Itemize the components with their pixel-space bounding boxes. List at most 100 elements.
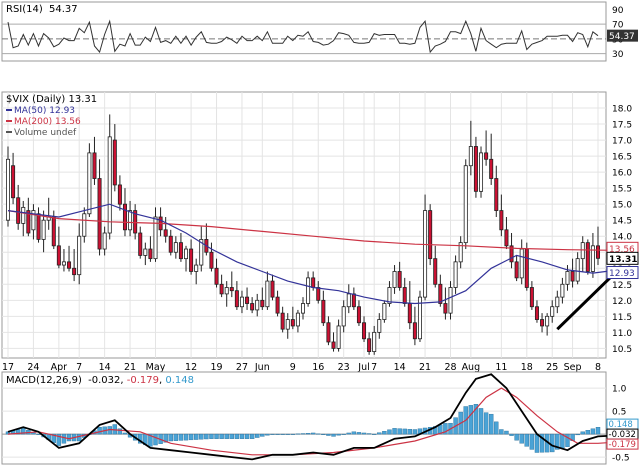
candle-body — [448, 287, 453, 314]
macd-badge-text: 0.148 — [609, 420, 633, 430]
candle — [321, 290, 326, 326]
candle-body — [255, 299, 260, 311]
candle-body — [473, 146, 478, 192]
candle-body — [519, 248, 524, 279]
candle — [245, 287, 250, 310]
candle-body — [545, 315, 550, 327]
candle — [117, 175, 122, 211]
candle — [575, 252, 580, 285]
x-tick-label: 21 — [419, 362, 431, 373]
candle-body — [56, 245, 61, 266]
price-tick-label: 12.5 — [612, 281, 632, 291]
ma50-series-line — [7, 203, 614, 305]
rsi-tick-label: 30 — [612, 50, 624, 60]
macd-histogram-bar — [387, 429, 392, 435]
candle-body — [433, 258, 438, 285]
macd-histogram-bar — [478, 408, 484, 435]
candle-body — [300, 303, 305, 314]
candle-body — [82, 213, 87, 237]
candle-body — [560, 283, 565, 298]
x-tick-label: 25 — [546, 362, 558, 373]
candle — [326, 316, 331, 346]
macd-histogram-bar — [122, 432, 128, 435]
x-tick-label: 12 — [185, 362, 197, 373]
candle — [392, 265, 397, 294]
macd-histogram-bar — [204, 433, 209, 440]
candle-body — [122, 203, 127, 231]
macd-tick-label: -0.5 — [612, 454, 630, 464]
candle-body — [489, 158, 494, 179]
candle-body — [245, 296, 250, 304]
macd-histogram-bar — [341, 433, 346, 435]
candle-body — [214, 267, 219, 285]
price-badge-text: 13.31 — [609, 255, 637, 265]
price-badge-box — [606, 266, 639, 280]
rsi-label-name: RSI(14) — [6, 4, 43, 15]
macd-histogram-bar — [351, 431, 357, 435]
candle-body — [321, 299, 326, 324]
candle-body — [67, 261, 72, 269]
candle-body — [428, 210, 433, 260]
candle — [11, 152, 16, 205]
macd-histogram-bar — [361, 432, 367, 435]
x-tick-label: 14 — [99, 362, 111, 373]
candle-body — [570, 271, 575, 282]
candle — [448, 281, 453, 320]
candle-body — [102, 232, 107, 250]
macd-histogram-bar — [377, 432, 382, 435]
candle — [189, 239, 194, 275]
candle — [234, 281, 239, 310]
candle — [260, 287, 265, 310]
price-tick-label: 14.5 — [612, 217, 632, 227]
candle-body — [290, 319, 295, 327]
macd-histogram-bar — [224, 433, 229, 439]
candle — [433, 245, 438, 288]
macd-tick-label: 1.0 — [612, 385, 627, 395]
candle — [336, 319, 341, 352]
macd-histogram-bar — [199, 433, 204, 440]
macd-histogram-bar — [494, 421, 499, 435]
candle — [499, 194, 504, 237]
legend-entry: MA(200) 13.56 — [14, 117, 81, 127]
candle-body — [168, 235, 173, 253]
x-tick-label: May — [146, 362, 166, 373]
macd-histogram-bar — [336, 433, 341, 436]
candle-body — [250, 303, 255, 311]
candle — [153, 207, 158, 262]
candle-body — [417, 296, 422, 340]
macd-histogram-bar — [168, 433, 173, 442]
macd-histogram-bar — [270, 433, 275, 435]
macd-badge-text: -0.032 — [609, 430, 636, 440]
candle-body — [484, 152, 489, 160]
candle — [122, 188, 127, 237]
candle — [341, 300, 346, 333]
candle-body — [280, 312, 285, 330]
candle-body — [31, 210, 36, 231]
macd-histogram-bar — [346, 432, 351, 435]
candle-body — [458, 242, 463, 263]
candle-body — [443, 303, 448, 314]
price-frame — [1, 91, 607, 359]
rsi-badge-text: 54.37 — [609, 32, 635, 42]
candle — [194, 258, 199, 285]
x-tick-label: 21 — [124, 362, 136, 373]
macd-badge-text: -0.179 — [609, 440, 636, 450]
price-tick-label: 16.5 — [612, 153, 632, 163]
price-tick-label: 15.5 — [612, 185, 632, 195]
legend-entry: Volume undef — [14, 128, 77, 138]
macd-histogram-bar — [295, 433, 301, 435]
macd-histogram-bar — [412, 429, 418, 435]
macd-histogram-bar — [580, 431, 585, 435]
candle-body — [596, 245, 601, 259]
candle-body — [295, 312, 300, 327]
candle-body — [555, 296, 560, 308]
candle — [484, 130, 489, 166]
rsi-frame — [1, 1, 607, 62]
candle — [316, 281, 321, 304]
candle — [239, 290, 244, 314]
candle — [82, 207, 87, 243]
candle-body — [387, 287, 392, 304]
candle-body — [163, 229, 168, 237]
candle-body — [397, 271, 402, 288]
candle — [56, 226, 61, 269]
